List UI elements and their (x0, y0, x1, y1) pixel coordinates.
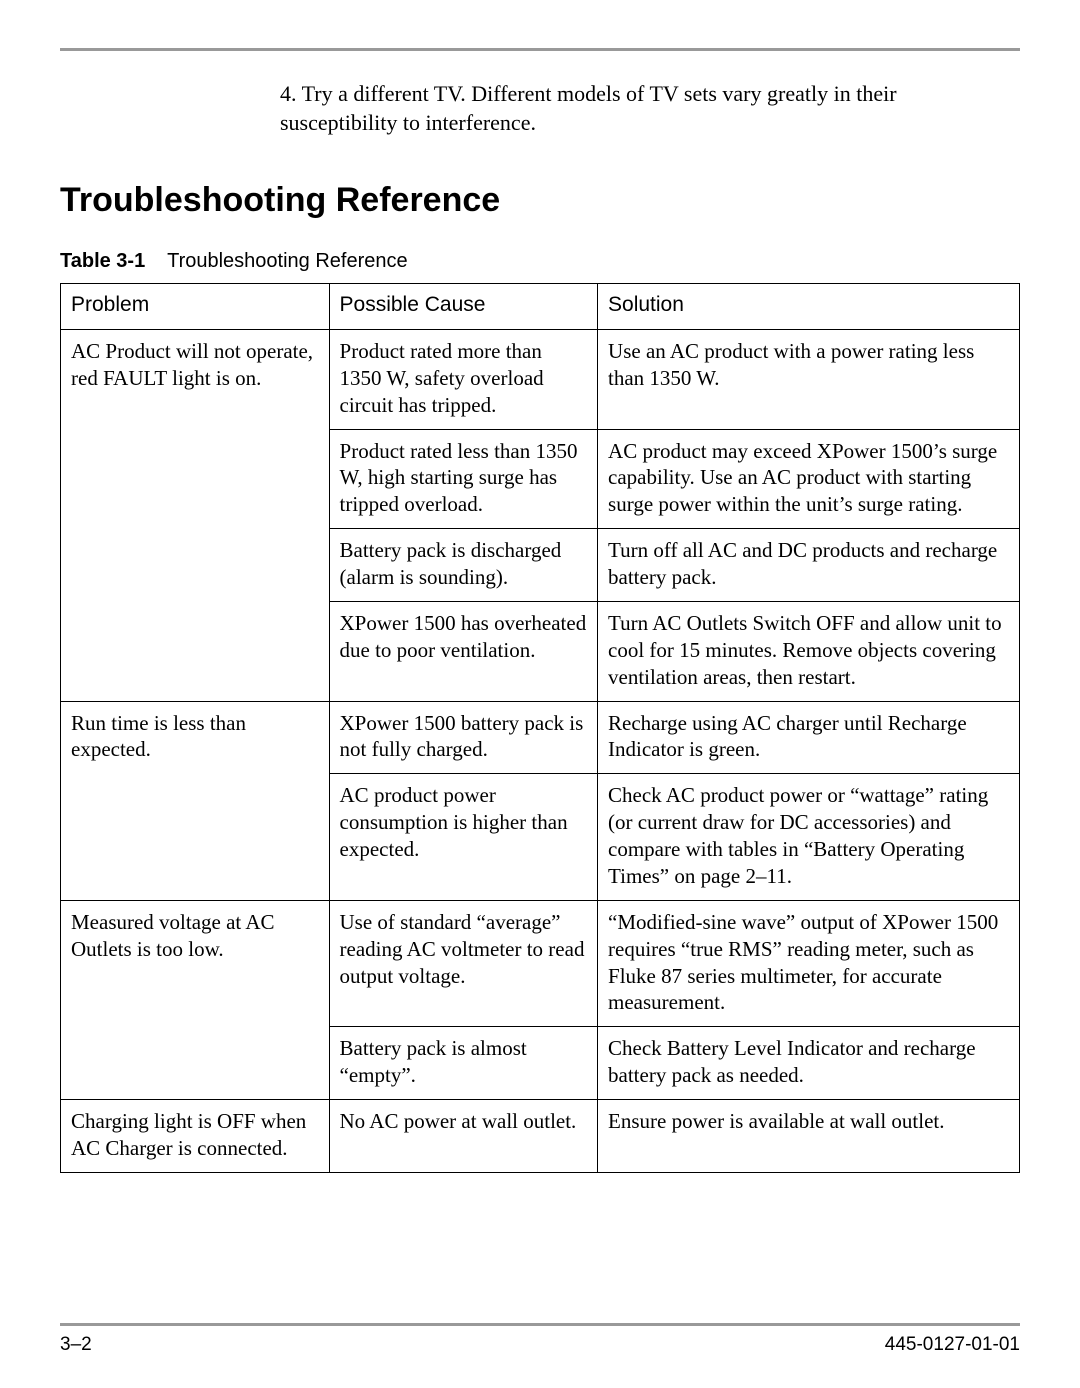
cell-cause: Battery pack is discharged (alarm is sou… (329, 529, 598, 602)
cell-solution: AC product may exceed XPower 1500’s surg… (598, 429, 1020, 529)
cell-solution: Turn AC Outlets Switch OFF and allow uni… (598, 601, 1020, 701)
table-row: Measured voltage at AC Outlets is too lo… (61, 900, 1020, 1027)
cell-cause: XPower 1500 has overheated due to poor v… (329, 601, 598, 701)
footer-rule (60, 1323, 1020, 1326)
col-header-solution: Solution (598, 284, 1020, 330)
cell-solution: Use an AC product with a power rating le… (598, 329, 1020, 429)
cell-problem: Run time is less than expected. (61, 701, 330, 900)
cell-solution: Ensure power is available at wall outlet… (598, 1100, 1020, 1173)
table-caption-title: Troubleshooting Reference (167, 250, 408, 272)
cell-solution: “Modified-sine wave” output of XPower 15… (598, 900, 1020, 1027)
cell-cause: AC product power consumption is higher t… (329, 774, 598, 901)
table-header-row: Problem Possible Cause Solution (61, 284, 1020, 330)
page: 4. Try a different TV. Different models … (0, 0, 1080, 1388)
table-caption: Table 3-1 Troubleshooting Reference (60, 250, 1020, 273)
footer-doc-number: 445-0127-01-01 (885, 1334, 1020, 1356)
footer-row: 3–2 445-0127-01-01 (60, 1334, 1020, 1356)
cell-cause: No AC power at wall outlet. (329, 1100, 598, 1173)
intro-text: 4. Try a different TV. Different models … (280, 81, 897, 135)
cell-cause: Use of standard “average” reading AC vol… (329, 900, 598, 1027)
table-caption-label: Table 3-1 (60, 250, 145, 272)
section-heading: Troubleshooting Reference (60, 181, 1020, 220)
table-row: Run time is less than expected. XPower 1… (61, 701, 1020, 774)
cell-cause: Product rated less than 1350 W, high sta… (329, 429, 598, 529)
footer-page-number: 3–2 (60, 1334, 92, 1356)
cell-problem: Charging light is OFF when AC Charger is… (61, 1100, 330, 1173)
troubleshooting-table: Problem Possible Cause Solution AC Produ… (60, 283, 1020, 1173)
table-row: AC Product will not operate, red FAULT l… (61, 329, 1020, 429)
cell-cause: Product rated more than 1350 W, safety o… (329, 329, 598, 429)
col-header-cause: Possible Cause (329, 284, 598, 330)
cell-solution: Turn off all AC and DC products and rech… (598, 529, 1020, 602)
cell-problem: Measured voltage at AC Outlets is too lo… (61, 900, 330, 1099)
cell-cause: Battery pack is almost “empty”. (329, 1027, 598, 1100)
col-header-problem: Problem (61, 284, 330, 330)
cell-problem: AC Product will not operate, red FAULT l… (61, 329, 330, 701)
cell-solution: Check AC product power or “wattage” rati… (598, 774, 1020, 901)
table-row: Charging light is OFF when AC Charger is… (61, 1100, 1020, 1173)
intro-paragraph: 4. Try a different TV. Different models … (60, 79, 1020, 137)
page-footer: 3–2 445-0127-01-01 (60, 1323, 1020, 1356)
cell-solution: Check Battery Level Indicator and rechar… (598, 1027, 1020, 1100)
cell-cause: XPower 1500 battery pack is not fully ch… (329, 701, 598, 774)
cell-solution: Recharge using AC charger until Recharge… (598, 701, 1020, 774)
top-rule (60, 48, 1020, 51)
